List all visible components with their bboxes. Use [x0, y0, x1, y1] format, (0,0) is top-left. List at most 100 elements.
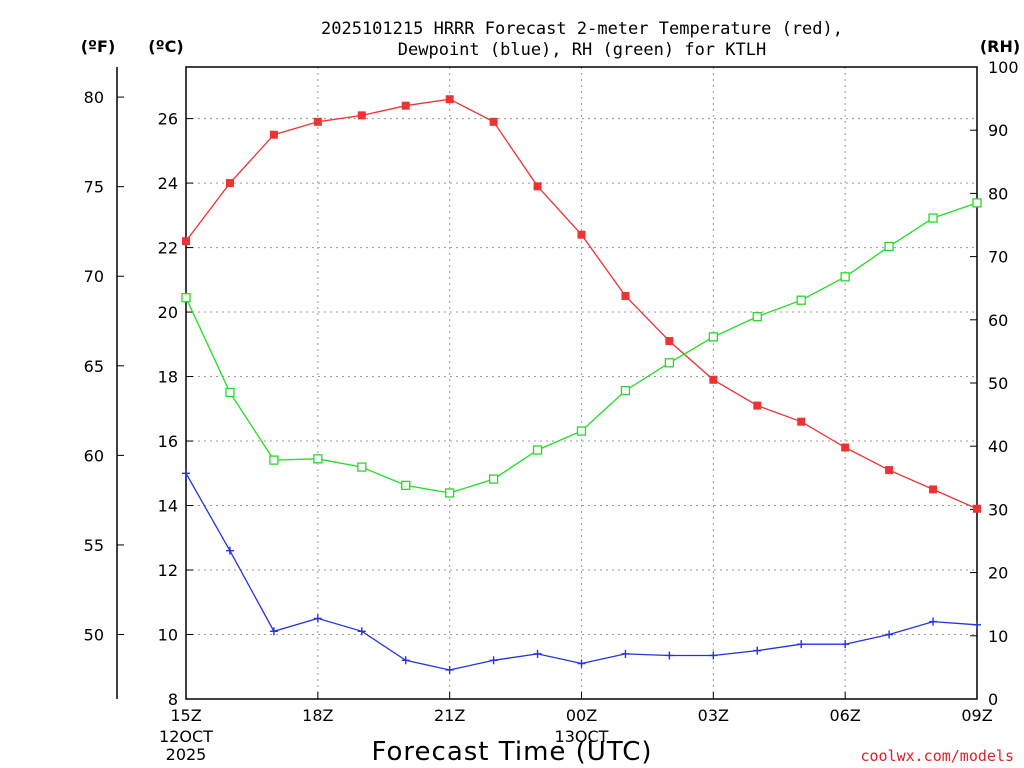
dewpoint-point — [445, 665, 454, 674]
2-meter-temperature-point — [797, 417, 806, 426]
rh-tick-label: 60 — [988, 311, 1008, 330]
site-credit: coolwx.com/models — [860, 747, 1014, 765]
dewpoint-point — [973, 620, 981, 629]
rh-point — [972, 198, 982, 208]
rh-point — [708, 332, 718, 342]
dewpoint-point — [665, 651, 674, 660]
rh-point — [664, 358, 675, 368]
dewpoint-point — [841, 640, 850, 649]
dewpoint-point — [401, 656, 410, 665]
2-meter-temperature-point — [709, 375, 718, 384]
celsius-tick-label: 10 — [158, 626, 178, 645]
2-meter-temperature-point — [577, 230, 586, 239]
x-axis-title: Forecast Time (UTC) — [371, 737, 652, 767]
fahrenheit-tick-label: 65 — [84, 357, 104, 376]
fahrenheit-tick-label: 55 — [84, 536, 104, 555]
rh-point — [620, 385, 631, 396]
dewpoint-point — [489, 656, 498, 665]
rh-point — [269, 455, 279, 465]
2-meter-temperature-point — [357, 111, 366, 120]
rh-unit-label: (RH) — [980, 37, 1020, 56]
2-meter-temperature-point — [445, 95, 454, 104]
chart-title-line2: Dewpoint (blue), RH (green) for KTLH — [398, 40, 766, 60]
rh-tick-label: 50 — [988, 374, 1008, 393]
rh-line — [185, 202, 978, 494]
dewpoint-point — [269, 627, 278, 636]
rh-point — [796, 295, 806, 305]
chart-title: 2025101215 HRRR Forecast 2-meter Tempera… — [321, 19, 843, 39]
2-meter-temperature-line — [185, 98, 978, 510]
2-meter-temperature-point — [885, 466, 894, 475]
2-meter-temperature-point — [489, 117, 498, 126]
dewpoint-point — [225, 546, 234, 555]
celsius-tick-label: 24 — [158, 174, 178, 193]
rh-point — [313, 454, 323, 464]
fahrenheit-tick-label: 80 — [84, 88, 104, 107]
rh-point — [840, 272, 850, 282]
dewpoint-point — [577, 659, 586, 668]
2-meter-temperature-point — [401, 101, 410, 110]
2-meter-temperature-point — [973, 504, 981, 513]
celsius-tick-label: 22 — [158, 239, 178, 258]
rh-tick-label: 30 — [988, 500, 1008, 519]
rh-tick-label: 70 — [988, 248, 1008, 267]
x-tick-label: 06Z — [830, 706, 861, 725]
rh-tick-label: 20 — [988, 564, 1008, 583]
axis-layer: 8 10 12 14 16 18 20 22 24 26 50 55 60 65 70 75 80 0 10 20 30… — [84, 58, 1019, 764]
2-meter-temperature-point — [841, 443, 850, 452]
celsius-tick-label: 14 — [158, 497, 178, 516]
rh-tick-label: 80 — [988, 184, 1008, 203]
dewpoint-point — [313, 614, 322, 623]
fahrenheit-tick-label: 50 — [84, 626, 104, 645]
rh-point — [445, 488, 455, 498]
rh-tick-label: 40 — [988, 437, 1008, 456]
dewpoint-point — [357, 627, 366, 636]
celsius-tick-label: 12 — [158, 561, 178, 580]
fahrenheit-tick-label: 60 — [84, 446, 104, 465]
fahrenheit-tick-label: 75 — [84, 178, 104, 197]
x-tick-date-label: 13OCT — [555, 727, 609, 746]
celsius-tick-label: 20 — [158, 303, 178, 322]
dewpoint-point — [533, 649, 542, 658]
dewpoint-point — [929, 617, 938, 626]
grid-layer — [186, 67, 977, 699]
x-tick-label: 18Z — [302, 706, 333, 725]
rh-point — [401, 480, 411, 491]
rh-point — [576, 426, 587, 436]
x-tick-label: 00Z — [566, 706, 597, 725]
2-meter-temperature-point — [313, 117, 322, 126]
fahrenheit-tick-label: 70 — [84, 267, 104, 286]
rh-point — [884, 241, 894, 252]
x-tick-label: 21Z — [434, 706, 465, 725]
dewpoint-point — [709, 651, 718, 660]
2-meter-temperature-point — [929, 485, 938, 494]
2-meter-temperature-point — [753, 401, 762, 410]
rh-point — [532, 445, 543, 455]
rh-tick-label: 10 — [988, 627, 1008, 646]
celsius-unit-label: (ºC) — [148, 37, 183, 56]
x-tick-label: 09Z — [961, 706, 992, 725]
x-tick-date-label: 12OCT — [159, 727, 213, 746]
dewpoint-point — [797, 640, 806, 649]
celsius-tick-label: 26 — [158, 110, 178, 129]
dewpoint-point — [753, 646, 762, 655]
celsius-tick-label: 8 — [168, 690, 178, 709]
rh-tick-label: 90 — [988, 121, 1008, 140]
2-meter-temperature-point — [665, 337, 674, 346]
dewpoint-point — [182, 469, 190, 478]
rh-point — [752, 311, 762, 322]
2-meter-temperature-point — [225, 179, 234, 188]
rh-tick-label: 0 — [988, 690, 998, 709]
rh-point — [357, 462, 367, 472]
plot-frame — [185, 66, 978, 700]
2-meter-temperature-point — [621, 291, 630, 300]
x-tick-label: 03Z — [698, 706, 729, 725]
dewpoint-point — [885, 630, 894, 639]
rh-point — [488, 474, 499, 484]
rh-point — [225, 387, 235, 398]
rh-point — [181, 293, 191, 303]
x-tick-label: 15Z — [170, 706, 201, 725]
fahrenheit-unit-label: (ºF) — [81, 37, 116, 56]
celsius-tick-label: 16 — [158, 432, 178, 451]
